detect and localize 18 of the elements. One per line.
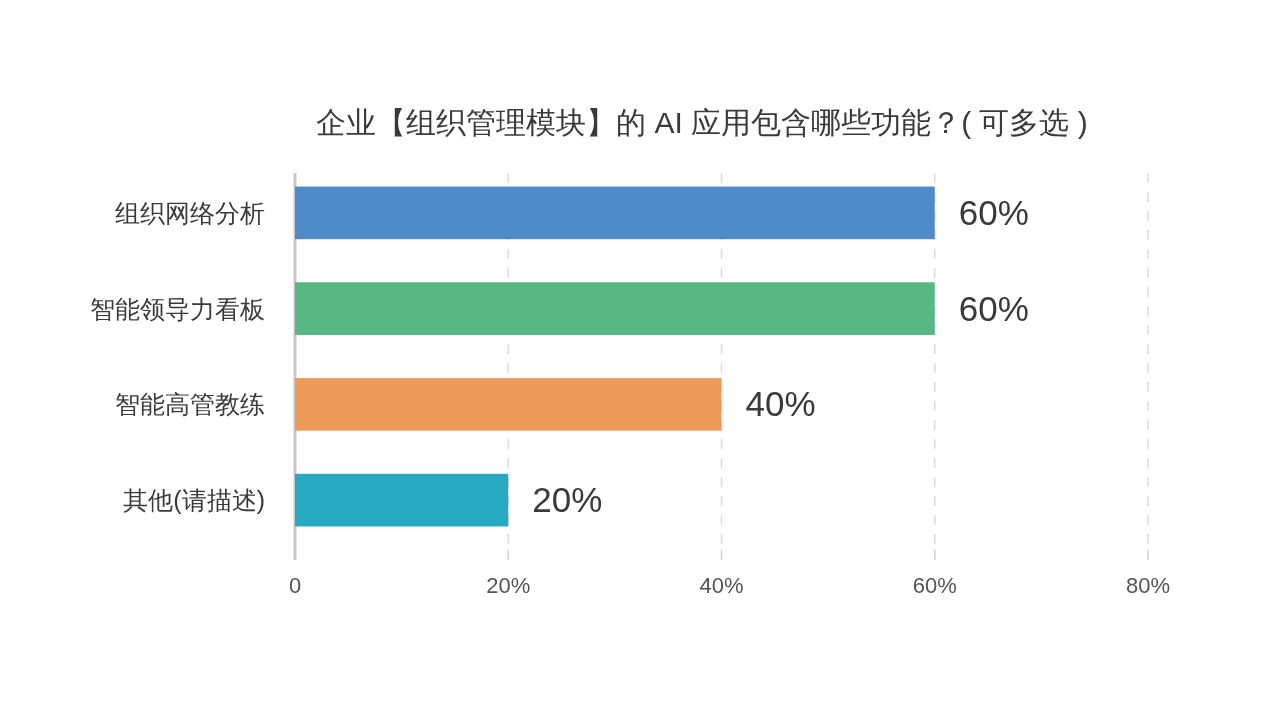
- y-tick-label: 组织网络分析: [115, 198, 265, 227]
- bar: [295, 473, 509, 527]
- bar: [295, 378, 722, 431]
- bar: [295, 186, 935, 240]
- y-tick-label: 智能高管教练: [115, 390, 265, 419]
- x-tick-label: 0: [288, 573, 302, 598]
- x-tick-label: 40%: [699, 573, 744, 598]
- y-tick-label: 智能领导力看板: [90, 294, 265, 323]
- data-label: 20%: [532, 480, 603, 520]
- chart-title: 企业【组织管理模块】的 AI 应用包含哪些功能？( 可多选 ): [316, 106, 1088, 139]
- bar: [295, 282, 935, 335]
- data-label: 40%: [745, 384, 816, 424]
- data-label: 60%: [958, 288, 1029, 328]
- x-tick-label: 60%: [912, 573, 957, 598]
- y-tick-label: 其他(请描述): [123, 486, 265, 515]
- x-tick-label: 80%: [1125, 573, 1171, 598]
- x-tick-label: 20%: [486, 573, 531, 598]
- data-label: 60%: [958, 192, 1029, 232]
